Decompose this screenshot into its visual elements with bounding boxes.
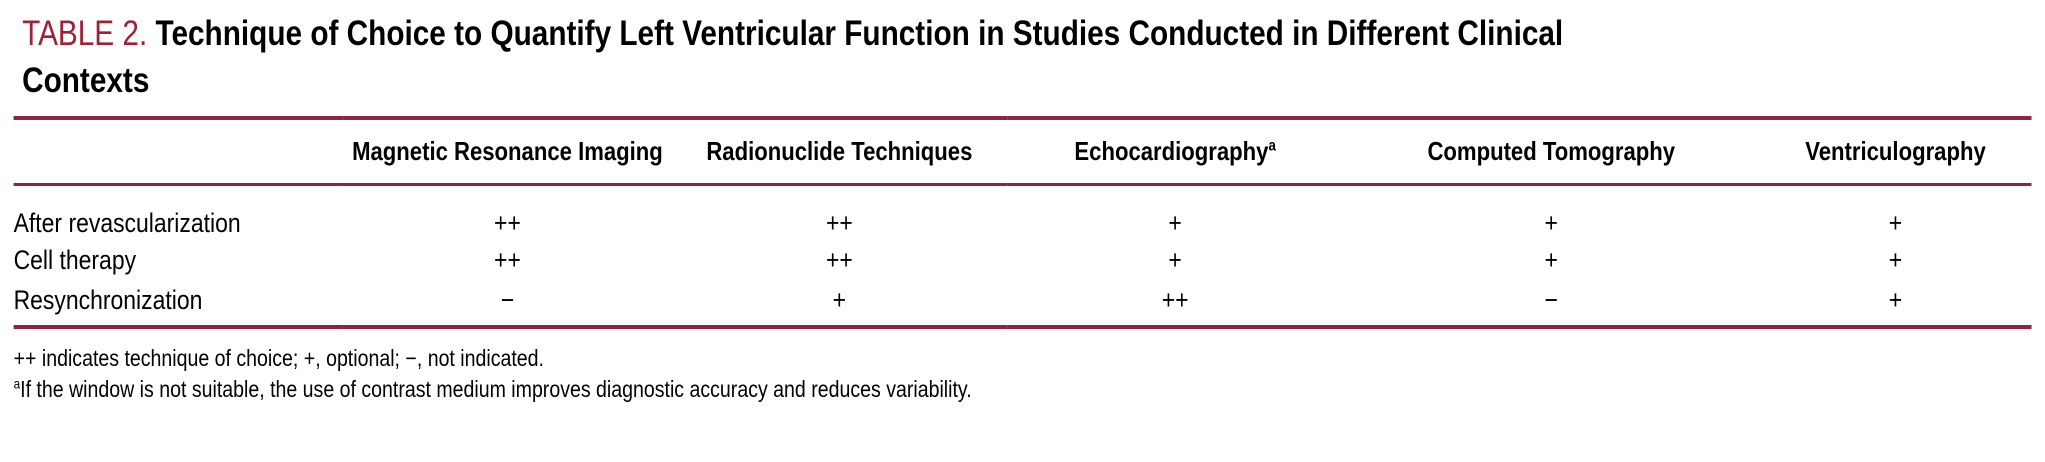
table-cell: ++ <box>1007 282 1343 329</box>
table-cell: + <box>1544 207 1558 238</box>
column-header-mri-text: Magnetic Resonance Imaging <box>352 135 663 166</box>
table-body: After revascularization ++ ++ + + + Cell… <box>13 184 2032 329</box>
table-cell: ++ <box>494 245 521 275</box>
contrast-note-text: If the window is not suitable, the use o… <box>20 375 972 402</box>
table-title: TABLE 2. Technique of Choice to Quantify… <box>0 0 2045 104</box>
column-header-ventriculography-text: Ventriculography <box>1805 135 1986 166</box>
row-label: After revascularization <box>13 207 241 238</box>
column-header-radionuclide: Radionuclide Techniques <box>671 116 1008 186</box>
column-header-radionuclide-text: Radionuclide Techniques <box>706 135 973 166</box>
column-header-echocardiography-sup: a <box>1268 137 1276 155</box>
table-cell: + <box>1544 245 1558 275</box>
table-cell: ++ <box>494 207 521 238</box>
table-header-row: Magnetic Resonance Imaging Radionuclide … <box>13 116 2032 186</box>
column-header-context <box>13 116 344 186</box>
table-cell: + <box>671 282 1008 329</box>
row-label: Cell therapy <box>13 245 137 275</box>
table-row-resynchronization: Resynchronization − + ++ − + <box>13 282 2032 329</box>
table-row-cell-therapy: Cell therapy ++ ++ + + + <box>14 239 2032 283</box>
column-header-echocardiography: Echocardiographya <box>1007 116 1343 186</box>
contrast-note-superscript: a <box>13 375 21 391</box>
table-cell: + <box>1759 282 2032 329</box>
table-number-label: TABLE 2. <box>22 14 148 53</box>
lv-function-table: Magnetic Resonance Imaging Radionuclide … <box>13 116 2032 329</box>
table-cell: + <box>1888 245 1903 275</box>
column-header-ventriculography: Ventriculography <box>1759 116 2032 186</box>
column-header-echocardiography-text: Echocardiography <box>1074 135 1269 166</box>
table-cell: + <box>1168 245 1182 275</box>
column-header-mri: Magnetic Resonance Imaging <box>343 116 672 186</box>
contrast-medium-note: aIf the window is not suitable, the use … <box>14 374 2032 405</box>
column-header-ct: Computed Tomography <box>1343 116 1760 186</box>
table-cell: ++ <box>825 245 853 275</box>
table-sheet: TABLE 2. Technique of Choice to Quantify… <box>0 0 2045 405</box>
column-header-ct-text: Computed Tomography <box>1427 135 1676 166</box>
table-title-line1: Technique of Choice to Quantify Left Ven… <box>155 14 1564 53</box>
table-cell: − <box>343 282 672 329</box>
table-title-line2: Contexts <box>22 61 150 100</box>
table-footnotes: ++ indicates technique of choice; +, opt… <box>14 343 2032 405</box>
table-cell: + <box>1888 207 1903 238</box>
table-cell: ++ <box>825 207 853 238</box>
table-row-after-revascularization: After revascularization ++ ++ + + + <box>14 184 2032 239</box>
symbol-legend-note: ++ indicates technique of choice; +, opt… <box>13 344 545 371</box>
table-cell: + <box>1168 207 1182 238</box>
table-cell: − <box>1343 282 1760 329</box>
row-label: Resynchronization <box>13 282 344 329</box>
